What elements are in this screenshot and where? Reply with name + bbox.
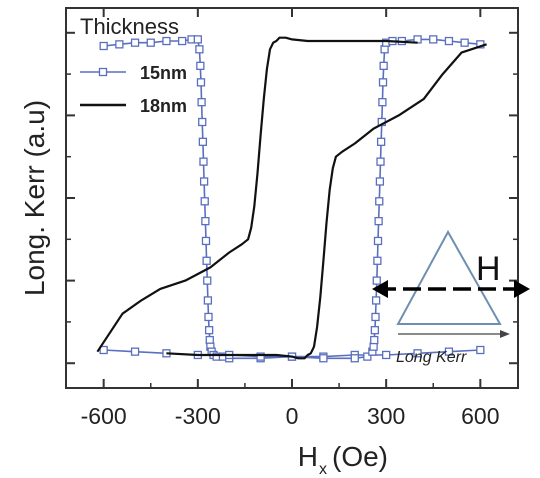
data-point-15nm	[371, 296, 381, 305]
inset-field-label: H	[476, 250, 501, 288]
data-point-15nm	[379, 61, 388, 70]
data-point-15nm	[372, 276, 381, 285]
data-point-15nm	[196, 61, 205, 70]
x-tick-label: -300	[175, 403, 221, 429]
data-point-15nm	[177, 36, 187, 46]
data-point-15nm	[380, 45, 389, 54]
data-point-15nm	[204, 326, 214, 335]
x-tick-label: 300	[367, 403, 405, 429]
data-point-15nm	[202, 256, 211, 265]
data-point-15nm	[201, 216, 210, 226]
series-line-15nm-branch-0	[103, 38, 481, 360]
data-point-15nm	[199, 157, 208, 166]
data-point-15nm	[115, 40, 124, 49]
inset-caption: Long Kerr	[396, 349, 467, 366]
data-point-15nm	[460, 38, 469, 47]
data-point-15nm	[200, 197, 209, 206]
data-point-15nm	[196, 78, 206, 87]
data-point-15nm	[203, 296, 213, 305]
data-point-15nm	[370, 335, 379, 345]
data-point-15nm	[199, 177, 209, 186]
data-point-15nm	[374, 216, 383, 226]
data-point-15nm	[201, 236, 211, 246]
data-point-15nm	[130, 347, 140, 356]
data-point-15nm	[376, 157, 385, 166]
data-point-15nm	[162, 36, 171, 46]
data-point-15nm	[203, 276, 212, 285]
data-point-15nm	[130, 38, 140, 47]
series-line-15nm-branch-1	[103, 38, 481, 360]
data-point-15nm	[99, 345, 108, 355]
x-tick-label: -600	[81, 403, 127, 429]
series-15nm	[99, 35, 485, 363]
data-point-15nm	[205, 335, 214, 345]
legend-label-15nm: 15nm	[140, 63, 187, 83]
data-point-15nm	[444, 347, 454, 356]
data-point-15nm	[350, 354, 359, 363]
data-point-15nm	[319, 354, 328, 363]
field-arrow-head-left	[372, 280, 388, 298]
data-point-15nm	[371, 312, 380, 322]
data-point-15nm	[198, 117, 207, 127]
legend-marker-15nm	[98, 67, 108, 77]
series-18nm	[96, 36, 487, 360]
data-point-15nm	[197, 98, 206, 107]
legend: Thickness 15nm 18nm	[80, 14, 187, 116]
data-point-15nm	[363, 352, 372, 361]
x-axis-subscript: x	[319, 461, 327, 478]
data-point-15nm	[99, 41, 108, 51]
inset-caption-arrow-head	[500, 330, 510, 338]
inset-diagram: H Long Kerr	[372, 229, 530, 366]
data-point-15nm	[193, 35, 202, 44]
data-point-15nm	[382, 350, 391, 360]
data-point-15nm	[373, 236, 383, 246]
data-point-15nm	[195, 45, 204, 54]
data-point-15nm	[146, 38, 155, 47]
y-axis-title: Long. Kerr (a.u)	[19, 100, 50, 296]
series-line-18nm-branch-1	[96, 36, 418, 353]
data-point-15nm	[376, 137, 386, 146]
data-point-15nm	[378, 98, 387, 107]
data-point-15nm	[413, 349, 422, 358]
data-point-15nm	[429, 35, 438, 44]
data-point-15nm	[204, 312, 213, 322]
data-point-15nm	[373, 256, 382, 265]
x-axis-unit: (Oe)	[332, 441, 388, 472]
inset-triangle	[396, 229, 502, 325]
data-point-15nm	[378, 78, 388, 87]
x-tick-label: 600	[461, 403, 499, 429]
data-point-15nm	[198, 137, 208, 146]
field-arrow-head-right	[514, 280, 530, 298]
axes: Long. Kerr (a.u) H x (Oe) -600 -300 0 300 60…	[19, 8, 518, 478]
series-layer	[96, 35, 487, 363]
data-point-15nm	[444, 36, 454, 46]
data-point-15nm	[370, 326, 380, 335]
data-point-15nm	[476, 345, 485, 355]
series-line-18nm-branch-0	[166, 43, 487, 360]
legend-title: Thickness	[80, 14, 179, 39]
x-axis-title: H	[298, 441, 318, 472]
data-point-15nm	[375, 177, 385, 186]
data-point-15nm	[375, 197, 384, 206]
x-tick-label: 0	[286, 403, 299, 429]
data-point-15nm	[369, 342, 378, 351]
data-point-15nm	[256, 352, 265, 361]
legend-label-18nm: 18nm	[140, 96, 187, 116]
